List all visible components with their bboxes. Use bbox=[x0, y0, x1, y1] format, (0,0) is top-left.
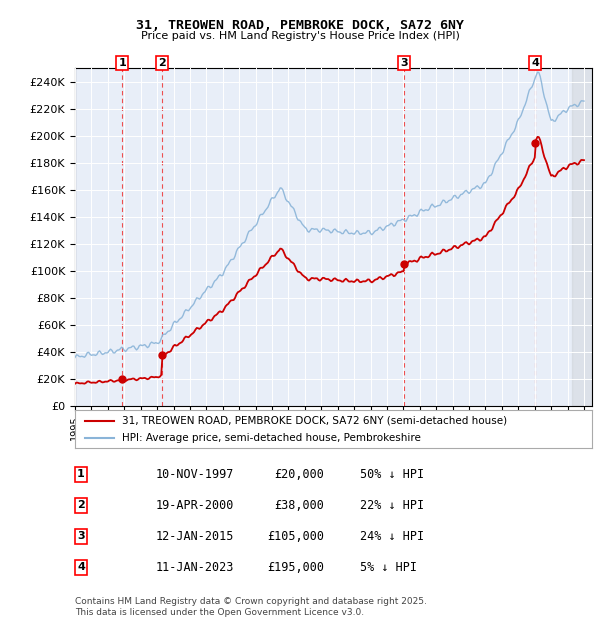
Text: 10-NOV-1997: 10-NOV-1997 bbox=[156, 468, 235, 481]
Text: 1: 1 bbox=[118, 58, 126, 68]
Text: 50% ↓ HPI: 50% ↓ HPI bbox=[360, 468, 424, 481]
Text: Contains HM Land Registry data © Crown copyright and database right 2025.
This d: Contains HM Land Registry data © Crown c… bbox=[75, 598, 427, 617]
Text: 3: 3 bbox=[400, 58, 408, 68]
Text: 2: 2 bbox=[158, 58, 166, 68]
Text: Price paid vs. HM Land Registry's House Price Index (HPI): Price paid vs. HM Land Registry's House … bbox=[140, 31, 460, 41]
Text: £105,000: £105,000 bbox=[267, 530, 324, 542]
Text: HPI: Average price, semi-detached house, Pembrokeshire: HPI: Average price, semi-detached house,… bbox=[122, 433, 421, 443]
Text: 12-JAN-2015: 12-JAN-2015 bbox=[156, 530, 235, 542]
Text: £38,000: £38,000 bbox=[274, 499, 324, 511]
Text: 3: 3 bbox=[77, 531, 85, 541]
Text: 24% ↓ HPI: 24% ↓ HPI bbox=[360, 530, 424, 542]
Text: 31, TREOWEN ROAD, PEMBROKE DOCK, SA72 6NY (semi-detached house): 31, TREOWEN ROAD, PEMBROKE DOCK, SA72 6N… bbox=[122, 416, 506, 426]
Text: 1: 1 bbox=[77, 469, 85, 479]
Text: 11-JAN-2023: 11-JAN-2023 bbox=[156, 561, 235, 574]
Text: 19-APR-2000: 19-APR-2000 bbox=[156, 499, 235, 511]
Text: 4: 4 bbox=[532, 58, 539, 68]
Text: 2: 2 bbox=[77, 500, 85, 510]
Text: £20,000: £20,000 bbox=[274, 468, 324, 481]
Text: £195,000: £195,000 bbox=[267, 561, 324, 574]
Text: 31, TREOWEN ROAD, PEMBROKE DOCK, SA72 6NY: 31, TREOWEN ROAD, PEMBROKE DOCK, SA72 6N… bbox=[136, 19, 464, 32]
Text: 5% ↓ HPI: 5% ↓ HPI bbox=[360, 561, 417, 574]
Text: 4: 4 bbox=[77, 562, 85, 572]
Bar bbox=[572, 68, 592, 406]
Text: 22% ↓ HPI: 22% ↓ HPI bbox=[360, 499, 424, 511]
